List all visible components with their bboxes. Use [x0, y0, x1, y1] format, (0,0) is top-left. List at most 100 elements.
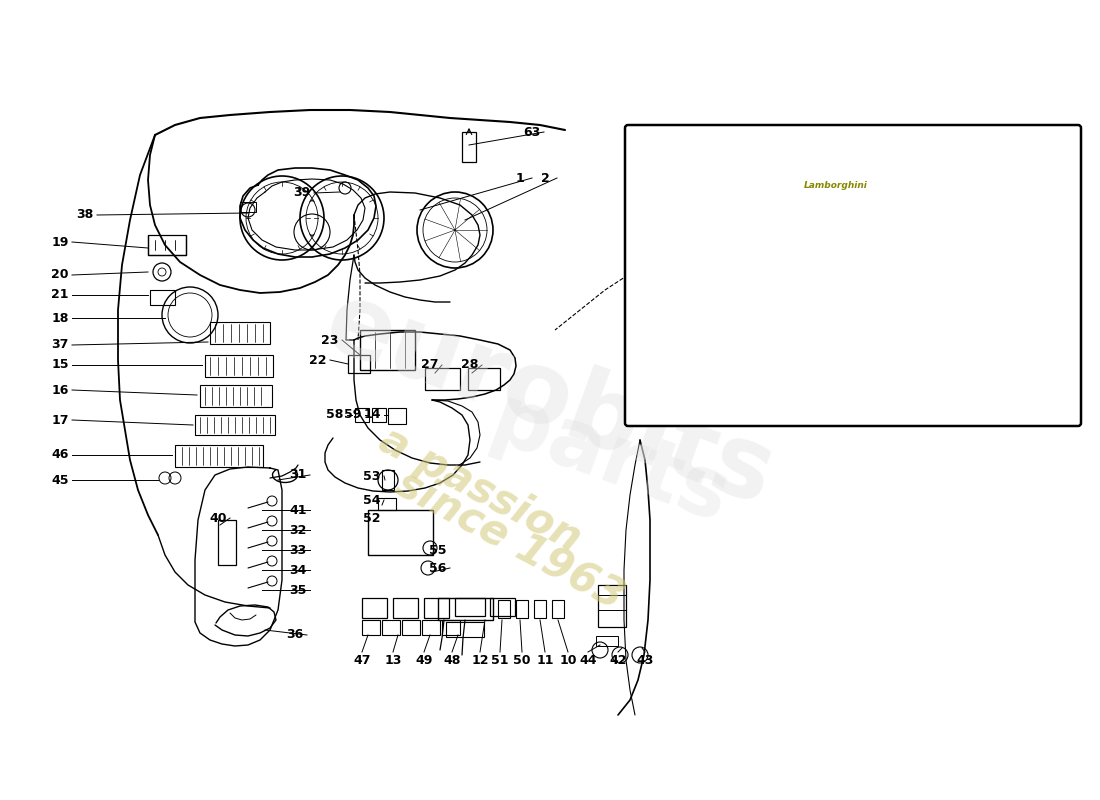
- Bar: [372, 408, 386, 422]
- Text: 1: 1: [516, 171, 525, 185]
- Bar: [424, 598, 449, 618]
- Bar: [205, 355, 273, 377]
- Text: 40: 40: [209, 511, 227, 525]
- Text: 3: 3: [685, 146, 694, 159]
- Bar: [640, 245, 668, 287]
- Bar: [700, 318, 800, 368]
- FancyBboxPatch shape: [625, 125, 1081, 426]
- Text: 41: 41: [289, 503, 307, 517]
- Text: a passion: a passion: [372, 419, 588, 561]
- Bar: [455, 598, 485, 616]
- Bar: [150, 290, 175, 305]
- Bar: [388, 408, 406, 424]
- Text: 55: 55: [429, 543, 447, 557]
- Text: 59: 59: [344, 409, 362, 422]
- Bar: [780, 158, 892, 193]
- Text: 44: 44: [580, 654, 596, 666]
- Bar: [393, 598, 418, 618]
- Text: 8: 8: [946, 223, 955, 237]
- Bar: [348, 355, 370, 373]
- Bar: [780, 196, 892, 221]
- Text: 56: 56: [429, 562, 447, 574]
- Text: 11: 11: [537, 654, 553, 666]
- Text: 30: 30: [826, 362, 844, 374]
- Text: 13: 13: [384, 654, 402, 666]
- Bar: [218, 520, 236, 565]
- Text: 53: 53: [363, 470, 381, 482]
- Bar: [840, 140, 895, 180]
- Text: 2: 2: [540, 171, 549, 185]
- Bar: [698, 158, 778, 226]
- Bar: [362, 598, 387, 618]
- Text: 58: 58: [327, 409, 343, 422]
- Text: 4: 4: [704, 146, 713, 159]
- Bar: [402, 620, 420, 635]
- Text: 35: 35: [289, 583, 307, 597]
- Bar: [666, 238, 850, 293]
- Bar: [378, 498, 396, 510]
- Text: Lamborghini: Lamborghini: [804, 181, 868, 190]
- Text: 28: 28: [461, 358, 478, 371]
- Bar: [693, 148, 898, 160]
- Text: 20: 20: [52, 269, 68, 282]
- Text: 61: 61: [635, 162, 651, 174]
- Bar: [490, 598, 515, 616]
- Bar: [438, 598, 493, 620]
- Text: 47: 47: [353, 654, 371, 666]
- Text: 7: 7: [946, 198, 955, 211]
- Text: 24: 24: [631, 251, 649, 265]
- Bar: [355, 408, 368, 422]
- Text: 23: 23: [321, 334, 339, 346]
- Text: 50: 50: [514, 654, 530, 666]
- Text: since 1963: since 1963: [389, 462, 631, 618]
- Text: 22: 22: [309, 354, 327, 366]
- Text: 43: 43: [636, 654, 653, 666]
- Bar: [148, 235, 186, 255]
- Text: 33: 33: [289, 543, 307, 557]
- Text: 42: 42: [609, 654, 627, 666]
- Bar: [362, 620, 380, 635]
- Bar: [596, 636, 618, 646]
- Text: 36: 36: [286, 629, 304, 642]
- Text: 14: 14: [363, 409, 381, 422]
- Text: 37: 37: [52, 338, 68, 351]
- Bar: [468, 368, 500, 390]
- Text: 54: 54: [363, 494, 381, 506]
- Text: parts: parts: [481, 380, 740, 540]
- Bar: [552, 600, 564, 618]
- Text: 10: 10: [559, 654, 576, 666]
- Bar: [442, 620, 460, 635]
- Text: 60: 60: [671, 338, 689, 351]
- Bar: [598, 585, 626, 627]
- Bar: [446, 622, 484, 637]
- Bar: [462, 132, 476, 162]
- Bar: [695, 155, 895, 230]
- Text: 46: 46: [52, 449, 68, 462]
- Bar: [210, 322, 270, 344]
- Bar: [368, 510, 433, 555]
- Text: eurobits: eurobits: [312, 274, 788, 526]
- Text: 19: 19: [52, 235, 68, 249]
- Bar: [516, 600, 528, 618]
- Bar: [498, 600, 510, 618]
- Bar: [195, 415, 275, 435]
- Text: 52: 52: [363, 511, 381, 525]
- Text: 49: 49: [416, 654, 432, 666]
- Text: 34: 34: [289, 563, 307, 577]
- Text: 16: 16: [52, 383, 68, 397]
- Bar: [812, 318, 869, 370]
- Bar: [200, 385, 272, 407]
- Text: 26: 26: [942, 249, 959, 262]
- Bar: [808, 315, 873, 373]
- Text: 63: 63: [524, 126, 540, 138]
- Bar: [534, 600, 546, 618]
- Text: 15: 15: [52, 358, 68, 371]
- Text: 12: 12: [471, 654, 488, 666]
- Text: 32: 32: [289, 523, 307, 537]
- Text: 17: 17: [52, 414, 68, 426]
- Bar: [175, 445, 263, 467]
- Text: 57: 57: [859, 142, 877, 154]
- Text: 39: 39: [294, 186, 310, 199]
- Text: 38: 38: [76, 209, 94, 222]
- Bar: [382, 620, 400, 635]
